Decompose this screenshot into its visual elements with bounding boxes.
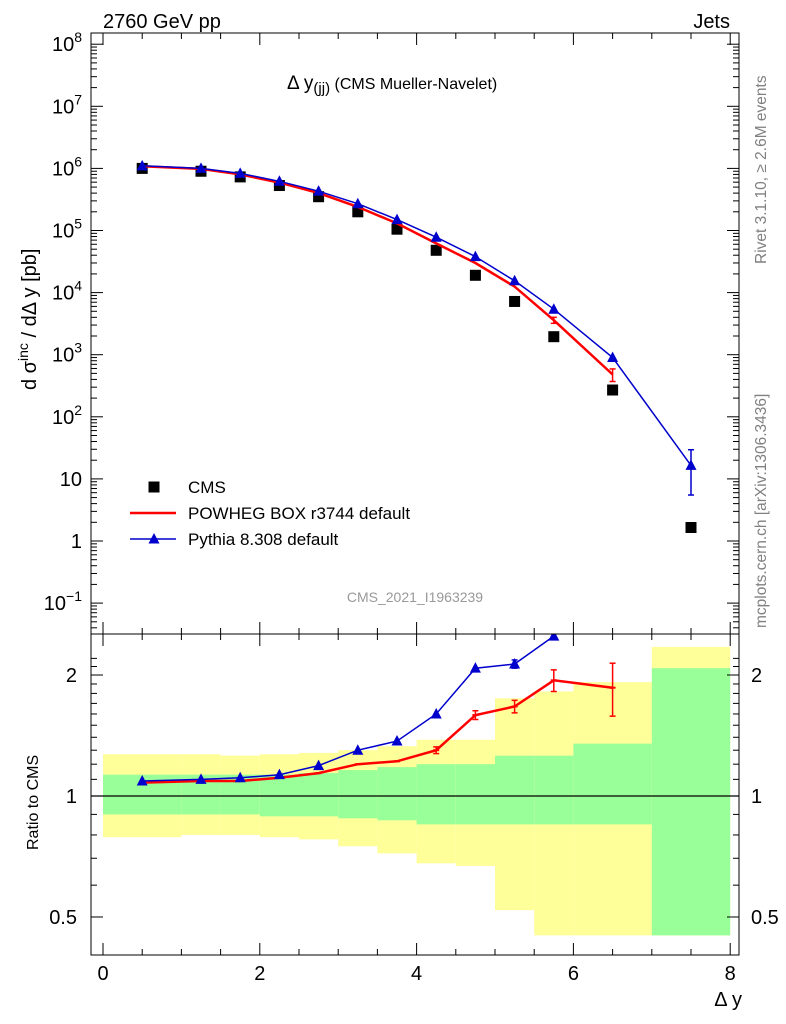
ratio-point (136, 774, 148, 786)
data-point (469, 269, 481, 281)
x-tick-label: 8 (725, 963, 736, 985)
main-panel: 10−1 1 10 102 103 104 105 106 107 108 Δ y(jj) (CMS… (15, 29, 740, 635)
main-minor-ticks (91, 46, 739, 629)
data-point (685, 459, 697, 470)
x-tick-label: 6 (568, 963, 579, 985)
x-axis-label: Δ y (714, 989, 742, 1011)
ratio-point (548, 634, 560, 641)
data-point (430, 244, 442, 256)
series-line (142, 165, 692, 466)
ratio-point (273, 768, 285, 780)
uncertainty-band-inner (416, 764, 456, 825)
y-tick-label: 1 (71, 531, 82, 553)
series-line (142, 165, 614, 376)
data-point (313, 185, 325, 196)
data-point (195, 162, 207, 173)
uncertainty-band-inner (534, 755, 574, 825)
x-tick-label: 4 (411, 963, 422, 985)
ratio-y-tick-label-right: 0.5 (751, 907, 779, 929)
ratio-point (352, 744, 364, 755)
ratio-clipped (91, 634, 739, 936)
uncertainty-band-inner (495, 755, 535, 825)
legend-marker (148, 533, 160, 544)
ratio-point (430, 707, 442, 719)
uncertainty-band-inner (338, 770, 378, 819)
side-text-bottom: mcplots.cern.ch [arXiv:1306.3436] (753, 394, 770, 628)
side-text-top: Rivet 3.1.10, ≥ 2.6M events (753, 75, 770, 264)
y-tick-label: 102 (52, 402, 82, 429)
ratio-y-axis-label: Ratio to CMS (25, 755, 42, 850)
series-pythia (136, 159, 697, 496)
uncertainty-band-inner (573, 743, 652, 825)
uncertainty-band-inner (377, 767, 417, 821)
ratio-frame (90, 633, 740, 956)
x-tick-label: 0 (97, 963, 108, 985)
y-tick-label: 107 (52, 91, 82, 118)
y-tick-label: 10 (60, 469, 82, 491)
data-point (430, 231, 442, 242)
data-point (469, 250, 481, 262)
ratio-panel: 0.5 0.5 1 1 2 2 Ratio to CMS 0 2 4 6 8 Δ y (25, 633, 779, 1011)
ratio-series-powheg (139, 662, 616, 784)
ratio-y-tick-label: 2 (66, 665, 77, 687)
data-point (391, 223, 403, 235)
legend-label: POWHEG BOX r3744 default (188, 504, 410, 523)
data-point (509, 295, 521, 307)
ratio-y-tick-label-right: 2 (751, 665, 762, 687)
x-tick-label: 2 (254, 963, 265, 985)
ratio-point (313, 759, 325, 771)
ratio-point (391, 735, 403, 746)
data-point (509, 274, 521, 286)
ratio-y-tick-label-right: 1 (751, 786, 762, 808)
data-point (607, 351, 619, 363)
legend-label: CMS (188, 478, 226, 497)
header-right: Jets (693, 11, 730, 33)
data-point (136, 159, 148, 171)
uncertainty-band-inner (299, 773, 339, 817)
data-point (352, 197, 364, 209)
chart-title: Δ y(jj) (CMS Mueller-Navelet) (287, 73, 497, 97)
data-point (234, 167, 246, 178)
data-point (548, 331, 560, 343)
header-left: 2760 GeV pp (103, 11, 221, 33)
y-tick-label: 105 (52, 216, 82, 243)
data-point (273, 175, 285, 186)
uncertainty-band-inner (651, 668, 731, 936)
y-tick-label: 10−1 (44, 588, 82, 615)
legend-marker (148, 481, 160, 493)
series-powheg (142, 165, 616, 383)
watermark: CMS_2021_I1963239 (347, 589, 483, 605)
y-axis-label: d σinc / dΔ y [pb] (15, 249, 41, 390)
ratio-series-pythia (136, 634, 560, 786)
y-tick-label: 104 (52, 278, 82, 305)
ratio-point (234, 771, 246, 783)
data-point (548, 303, 560, 314)
y-tick-label: 106 (52, 153, 82, 180)
data-point (607, 384, 619, 396)
data-point (352, 206, 364, 218)
legend: CMS POWHEG BOX r3744 default Pythia 8.308 … (130, 478, 410, 549)
y-tick-label: 103 (52, 340, 82, 367)
ratio-point (469, 662, 481, 673)
ratio-point (509, 658, 521, 669)
ratio-point (195, 773, 207, 784)
legend-label: Pythia 8.308 default (188, 530, 339, 549)
data-point (685, 521, 697, 533)
data-point (313, 191, 325, 203)
data-point (391, 213, 403, 225)
y-tick-label: 108 (52, 29, 82, 56)
ratio-line (142, 679, 613, 784)
ratio-y-tick-label: 1 (66, 786, 77, 808)
uncertainty-band-inner (455, 764, 495, 825)
ratio-y-tick-label: 0.5 (49, 907, 77, 929)
